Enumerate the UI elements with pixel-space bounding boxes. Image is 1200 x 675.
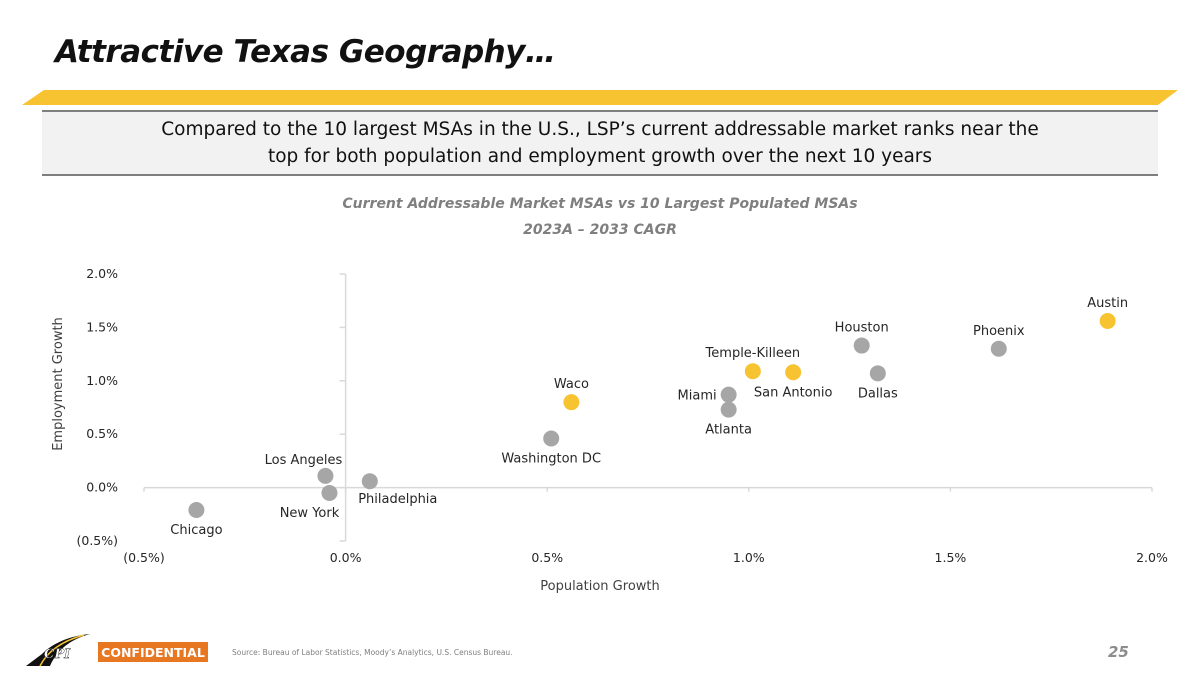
x-tick-label: 1.5% [935, 550, 967, 565]
data-label: Dallas [858, 386, 898, 401]
data-label: Waco [554, 377, 589, 392]
key-message-callout: Compared to the 10 largest MSAs in the U… [42, 110, 1158, 176]
data-label: Atlanta [705, 423, 752, 438]
data-label: Miami [678, 389, 717, 404]
data-label: Philadelphia [358, 492, 437, 507]
data-point-houston [853, 337, 870, 354]
callout-line-2: top for both population and employment g… [267, 146, 933, 167]
data-point-chicago [188, 502, 205, 519]
logo-text: CPI [44, 647, 71, 662]
data-label: Houston [835, 321, 889, 336]
source-note: Source: Bureau of Labor Statistics, Mood… [232, 648, 513, 657]
chart-subtitle: 2023A – 2033 CAGR [523, 222, 677, 238]
data-label: San Antonio [754, 385, 833, 400]
chart-title: Current Addressable Market MSAs vs 10 La… [342, 196, 858, 212]
callout-line-1: Compared to the 10 largest MSAs in the U… [161, 119, 1039, 140]
data-point-miami [720, 386, 737, 403]
x-tick-label: 0.0% [330, 550, 362, 565]
data-point-austin [1099, 312, 1116, 329]
data-label: Austin [1087, 296, 1128, 311]
cpi-logo: CPI [26, 634, 90, 667]
data-label: New York [280, 506, 340, 521]
y-tick-label: 1.0% [86, 373, 118, 388]
x-tick-label: (0.5%) [123, 550, 165, 565]
yellow-stripe [22, 90, 1178, 105]
data-point-los-angeles [317, 467, 334, 484]
data-point-temple-killeen [744, 363, 761, 380]
y-tick-label: (0.5%) [76, 533, 118, 548]
y-tick-label: 0.5% [86, 426, 118, 441]
data-label: Los Angeles [265, 453, 343, 468]
data-label: Chicago [170, 523, 222, 538]
data-point-new-york [321, 484, 338, 501]
x-tick-label: 1.0% [733, 550, 765, 565]
data-label: Washington DC [501, 451, 601, 466]
data-point-philadelphia [361, 473, 378, 490]
y-tick-label: 0.0% [86, 480, 118, 495]
data-point-washington-dc [543, 430, 560, 447]
data-point-atlanta [720, 401, 737, 418]
data-point-waco [563, 394, 580, 411]
x-tick-label: 0.5% [531, 550, 563, 565]
x-axis-label: Population Growth [540, 579, 660, 594]
accent-band [22, 90, 1178, 105]
page-number: 25 [1108, 643, 1129, 661]
x-tick-label: 2.0% [1136, 550, 1168, 565]
road-icon [26, 634, 90, 666]
y-tick-label: 2.0% [86, 266, 118, 281]
data-label: Temple-Killeen [705, 346, 801, 361]
data-point-san-antonio [785, 364, 802, 381]
y-axis-label: Employment Growth [51, 317, 66, 451]
confidential-badge: CONFIDENTIAL [98, 642, 208, 662]
slide-title: Attractive Texas Geography… [55, 34, 556, 70]
data-label: Phoenix [973, 324, 1025, 339]
data-point-phoenix [990, 340, 1007, 357]
data-point-dallas [869, 365, 886, 382]
y-tick-label: 1.5% [86, 319, 118, 334]
road-line-icon [39, 634, 85, 667]
